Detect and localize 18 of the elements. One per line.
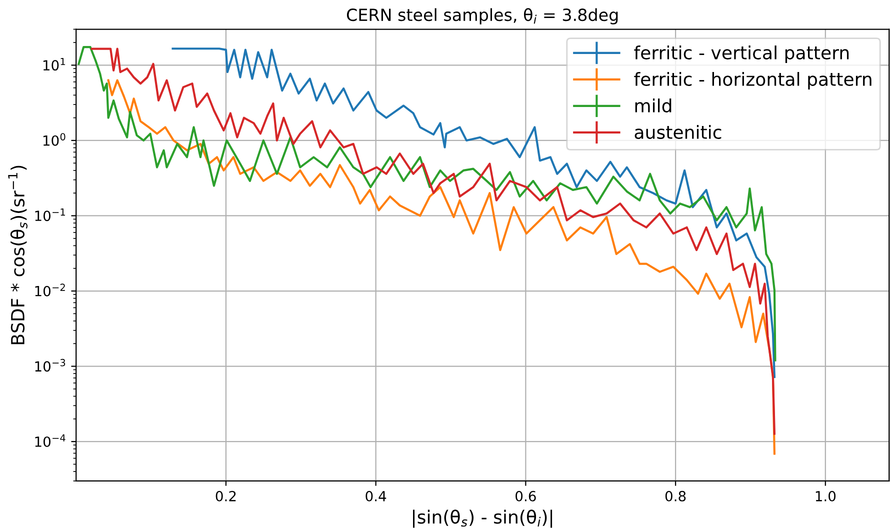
x-tick-label: 0.8 [665,490,686,502]
y-tick-label: 10$^{1}$ [43,58,66,71]
x-tick-label: 0.4 [366,490,386,502]
legend-label: ferritic - horizontal pattern [634,72,872,90]
x-tick-label: 0.2 [216,490,236,502]
x-axis-title: |sin(θ$_{s}$) - sin(θ$_{i}$)| [413,510,552,528]
y-tick-label: 10$^{0}$ [43,133,66,146]
y-tick-label: 10$^{−4}$ [35,434,66,447]
y-tick-label: 10$^{−1}$ [35,208,65,222]
legend-label: ferritic - vertical pattern [634,46,849,63]
x-tick-label: 1.0 [816,490,836,502]
legend-label: austenitic [634,125,722,139]
legend-label: mild [635,98,672,112]
x-tick-label: 0.6 [516,490,536,502]
chart-title: CERN steel samples, θ$_{i}$ = 3.8deg [346,8,618,24]
y-axis-title: BSDF * cos(θ$_{s}$)(sr$^{−1}$) [8,166,28,344]
y-tick-label: 10$^{−2}$ [35,284,65,296]
y-tick-label: 10$^{−3}$ [35,358,66,372]
